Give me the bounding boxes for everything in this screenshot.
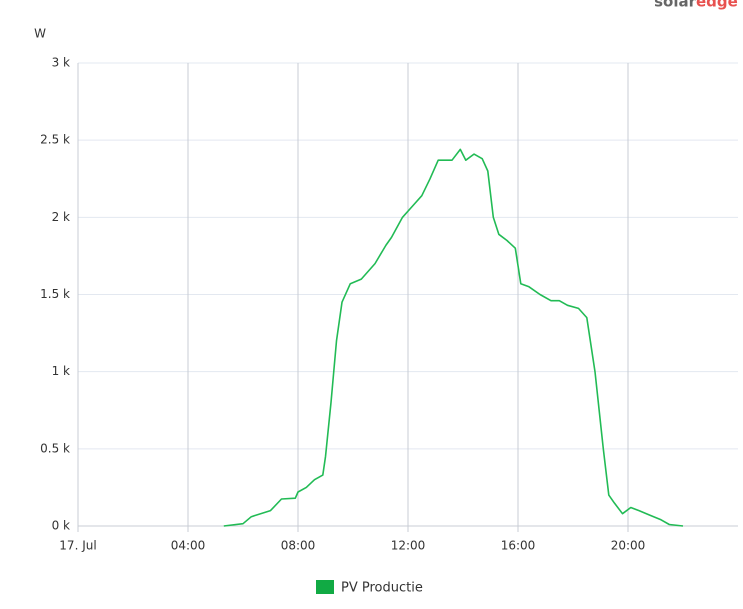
x-tick-label: 04:00: [171, 539, 206, 553]
line: [223, 148, 684, 527]
y-tick-label: 0.5 k: [40, 441, 70, 455]
y-tick-label: 2.5 k: [40, 133, 70, 147]
legend-label: PV Productie: [341, 581, 423, 596]
x-tick-label: 08:00: [281, 539, 316, 553]
y-tick-label: 3 k: [52, 56, 70, 70]
y-tick-label: 1 k: [52, 364, 70, 378]
brand-edge: edge: [696, 0, 738, 11]
x-tick-label: 17. Jul: [59, 539, 96, 553]
brand-solar: solar: [654, 0, 696, 11]
y-tick-label: 2 k: [52, 210, 70, 224]
x-tick-label: 12:00: [391, 539, 426, 553]
y-axis-label: W: [34, 27, 46, 41]
x-tick-label: 16:00: [501, 539, 536, 553]
y-tick-label: 0 k: [52, 519, 70, 533]
x-tick-label: 20:00: [611, 539, 646, 553]
y-tick-label: 1.5 k: [40, 287, 70, 301]
legend-swatch: [316, 580, 334, 594]
